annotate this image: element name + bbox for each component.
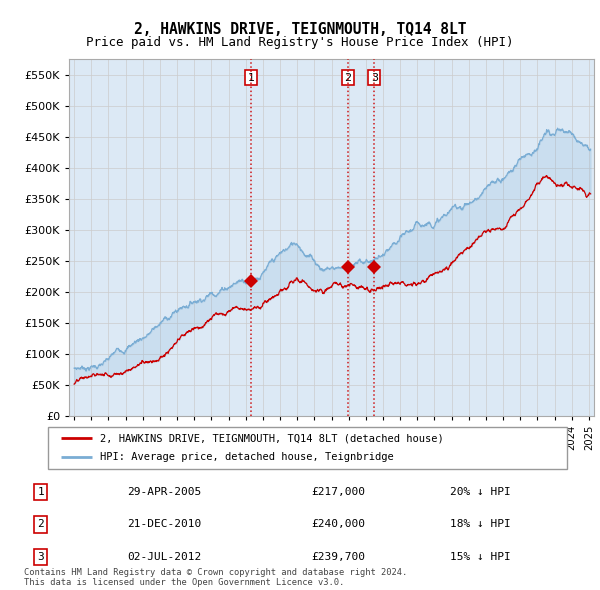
Text: 3: 3	[371, 73, 378, 83]
Text: 02-JUL-2012: 02-JUL-2012	[127, 552, 202, 562]
Text: 3: 3	[37, 552, 44, 562]
Text: HPI: Average price, detached house, Teignbridge: HPI: Average price, detached house, Teig…	[100, 452, 394, 462]
Text: 15% ↓ HPI: 15% ↓ HPI	[450, 552, 511, 562]
Text: 1: 1	[37, 487, 44, 497]
Text: Contains HM Land Registry data © Crown copyright and database right 2024.
This d: Contains HM Land Registry data © Crown c…	[24, 568, 407, 587]
Text: 2: 2	[344, 73, 352, 83]
Text: Price paid vs. HM Land Registry's House Price Index (HPI): Price paid vs. HM Land Registry's House …	[86, 36, 514, 49]
Text: 1: 1	[248, 73, 255, 83]
Text: 20% ↓ HPI: 20% ↓ HPI	[450, 487, 511, 497]
Text: £240,000: £240,000	[311, 519, 365, 529]
Text: £239,700: £239,700	[311, 552, 365, 562]
Text: 2: 2	[37, 519, 44, 529]
Text: £217,000: £217,000	[311, 487, 365, 497]
Text: 21-DEC-2010: 21-DEC-2010	[127, 519, 202, 529]
Text: 2, HAWKINS DRIVE, TEIGNMOUTH, TQ14 8LT: 2, HAWKINS DRIVE, TEIGNMOUTH, TQ14 8LT	[134, 22, 466, 37]
Text: 29-APR-2005: 29-APR-2005	[127, 487, 202, 497]
Text: 2, HAWKINS DRIVE, TEIGNMOUTH, TQ14 8LT (detached house): 2, HAWKINS DRIVE, TEIGNMOUTH, TQ14 8LT (…	[100, 434, 443, 444]
FancyBboxPatch shape	[48, 427, 567, 469]
Text: 18% ↓ HPI: 18% ↓ HPI	[450, 519, 511, 529]
